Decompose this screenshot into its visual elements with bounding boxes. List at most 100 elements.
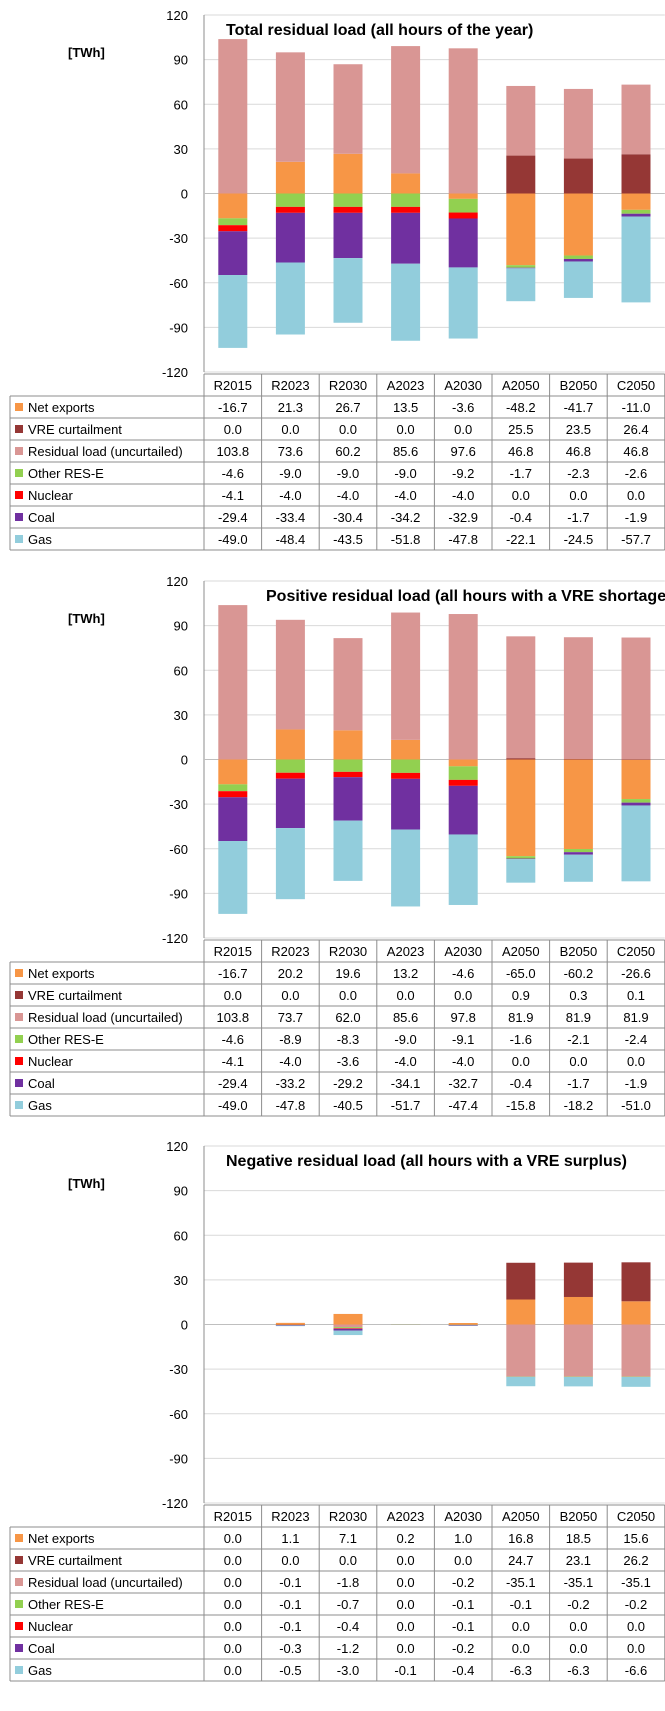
chart-title: Total residual load (all hours of the ye…	[226, 22, 533, 39]
table-cell: 0.0	[397, 1641, 415, 1656]
bar-segment	[333, 820, 363, 881]
y-tick-label: -90	[169, 1451, 188, 1466]
table-cell: 0.0	[224, 1663, 242, 1678]
table-cell: 0.0	[627, 488, 645, 503]
bar-segment	[621, 209, 651, 214]
table-cell: -16.7	[218, 400, 248, 415]
bar-segment	[391, 46, 421, 174]
legend-label: Nuclear	[28, 1054, 73, 1069]
bar-segment	[563, 1262, 593, 1297]
legend-label: Gas	[28, 532, 52, 547]
legend-label: Coal	[28, 1641, 55, 1656]
bar-segment	[391, 263, 421, 341]
table-cell: -26.6	[621, 966, 651, 981]
bar-segment	[275, 193, 305, 207]
bar-segment	[621, 799, 651, 803]
bar-segment	[621, 802, 651, 806]
table-cell: -24.5	[564, 532, 594, 547]
bar-segment	[218, 225, 248, 232]
legend-label: VRE curtailment	[28, 422, 122, 437]
table-cell: -0.2	[452, 1575, 474, 1590]
bar-segment	[333, 258, 363, 323]
table-cell: -22.1	[506, 532, 536, 547]
x-tick-label: R2023	[271, 378, 309, 393]
legend-swatch	[15, 513, 23, 521]
table-cell: 0.0	[569, 488, 587, 503]
table-cell: -1.7	[567, 1076, 589, 1091]
bar-segment	[333, 777, 363, 821]
table-cell: 0.0	[627, 1641, 645, 1656]
table-cell: -47.4	[448, 1098, 478, 1113]
table-cell: -49.0	[218, 532, 248, 547]
y-tick-label: -120	[162, 1496, 188, 1511]
legend-swatch	[15, 1534, 23, 1542]
table-cell: 15.6	[623, 1531, 648, 1546]
legend-swatch	[15, 1057, 23, 1065]
bar-segment	[563, 258, 593, 262]
y-tick-label: 0	[181, 753, 188, 768]
table-cell: -4.0	[452, 488, 474, 503]
table-cell: 0.3	[569, 988, 587, 1003]
table-cell: -2.6	[625, 466, 647, 481]
bar-segment	[621, 216, 651, 303]
table-cell: 103.8	[217, 1010, 250, 1025]
legend-swatch	[15, 1035, 23, 1043]
bar-segment	[563, 1377, 593, 1387]
legend-label: Gas	[28, 1663, 52, 1678]
table-cell: -1.2	[337, 1641, 359, 1656]
bar-segment	[506, 265, 536, 268]
bar-segment	[391, 1324, 421, 1325]
table-cell: -0.1	[279, 1619, 301, 1634]
bar-segment	[506, 759, 536, 857]
bar-segment	[218, 275, 248, 348]
table-cell: -6.3	[510, 1663, 532, 1678]
y-tick-label: -60	[169, 276, 188, 291]
bar-segment	[333, 212, 363, 259]
legend-label: Other RES-E	[28, 466, 104, 481]
table-cell: -4.0	[279, 488, 301, 503]
table-cell: 0.0	[512, 1641, 530, 1656]
x-tick-label: C2050	[617, 378, 655, 393]
table-cell: -47.8	[276, 1098, 306, 1113]
bar-segment	[333, 206, 363, 213]
legend-label: Coal	[28, 1076, 55, 1091]
bar-segment	[333, 1327, 363, 1329]
x-tick-label: R2015	[214, 944, 252, 959]
legend-swatch	[15, 469, 23, 477]
table-cell: 0.0	[454, 1553, 472, 1568]
bar-segment	[275, 1324, 305, 1326]
bar-segment	[563, 759, 593, 850]
table-cell: -1.9	[625, 1076, 647, 1091]
table-cell: -9.1	[452, 1032, 474, 1047]
table-cell: -0.1	[452, 1597, 474, 1612]
table-cell: -40.5	[333, 1098, 363, 1113]
table-cell: -9.2	[452, 466, 474, 481]
x-tick-label: R2023	[271, 944, 309, 959]
bar-segment	[448, 834, 478, 905]
bar-segment	[621, 759, 651, 800]
legend-swatch	[15, 991, 23, 999]
table-cell: 0.0	[339, 422, 357, 437]
legend-swatch	[15, 425, 23, 433]
bar-segment	[391, 778, 421, 830]
table-cell: -0.5	[279, 1663, 301, 1678]
bar-segment	[621, 154, 651, 194]
table-cell: 0.0	[224, 1619, 242, 1634]
bar-segment	[333, 759, 363, 772]
bar-segment	[563, 849, 593, 853]
table-cell: -11.0	[622, 400, 651, 415]
table-cell: 46.8	[566, 444, 591, 459]
bar-segment	[448, 1323, 478, 1325]
x-tick-label: R2030	[329, 1509, 367, 1524]
y-tick-label: 60	[174, 663, 188, 678]
y-tick-label: 0	[181, 187, 188, 202]
x-tick-label: B2050	[560, 1509, 598, 1524]
table-cell: -0.4	[452, 1663, 474, 1678]
bar-segment	[563, 1376, 593, 1378]
bar-segment	[218, 231, 248, 276]
bar-segment	[621, 637, 651, 760]
bar-segment	[333, 1328, 363, 1331]
table-cell: 85.6	[393, 1010, 418, 1025]
bar-segment	[448, 1324, 478, 1325]
table-cell: -16.7	[218, 966, 248, 981]
